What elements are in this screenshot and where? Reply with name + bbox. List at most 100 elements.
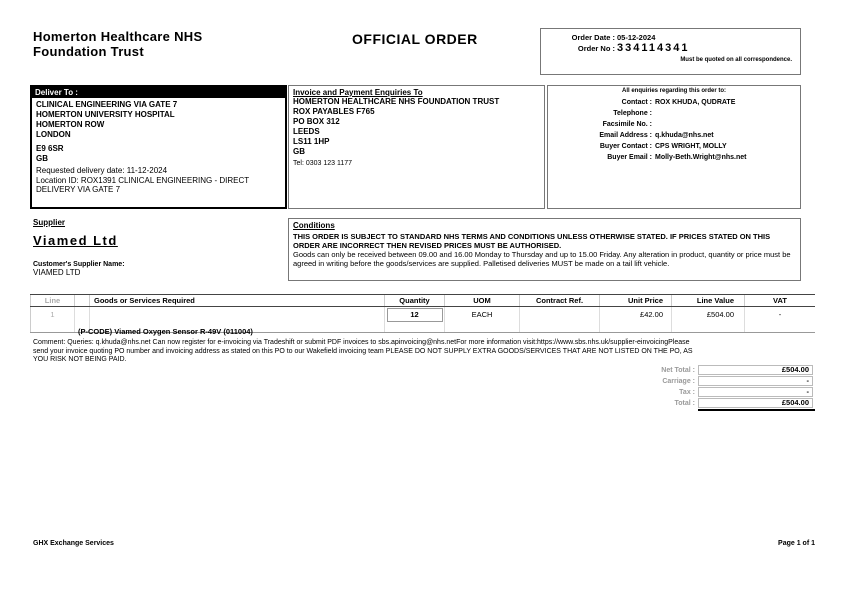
col-header-line: Line bbox=[30, 295, 75, 306]
col-header-unit-price: Unit Price bbox=[600, 295, 672, 306]
enquiry-value: ROX KHUDA, QUDRATE bbox=[655, 99, 736, 106]
order-date-label: Order Date : bbox=[571, 33, 615, 42]
total-row-grand: Total : £504.00 bbox=[600, 398, 815, 408]
invoice-address-line: ROX PAYABLES F765 bbox=[293, 107, 375, 116]
enquiry-label: Email Address : bbox=[599, 132, 652, 139]
col-header-line-value: Line Value bbox=[672, 295, 745, 306]
trust-name: Homerton Healthcare NHS Foundation Trust bbox=[33, 29, 203, 59]
grand-total-value: £504.00 bbox=[698, 398, 813, 408]
deliver-to-box: Deliver To : CLINICAL ENGINEERING VIA GA… bbox=[30, 85, 287, 209]
tax-value: - bbox=[698, 387, 813, 397]
supplier-name: Viamed Ltd bbox=[33, 233, 118, 248]
cell-quantity: 12 bbox=[385, 307, 445, 332]
tax-label: Tax : bbox=[679, 388, 695, 396]
col-header-vat: VAT bbox=[773, 296, 787, 305]
order-no-value: 334114341 bbox=[617, 42, 690, 54]
quantity-box: 12 bbox=[386, 308, 443, 322]
order-items-table: Line Goods or Services Required Quantity… bbox=[30, 294, 815, 336]
enquiry-row: Telephone : bbox=[552, 108, 796, 119]
item-description: (P-CODE) Viamed Oxygen Sensor R-49V (011… bbox=[78, 327, 253, 336]
order-quote-note: Must be quoted on all correspondence. bbox=[680, 57, 792, 63]
enquiry-value bbox=[655, 119, 796, 130]
enquiry-row: Email Address : q.khuda@nhs.net bbox=[552, 130, 796, 141]
col-header-uom: UOM bbox=[445, 295, 520, 306]
order-no-row: Order No : 334114341 bbox=[541, 42, 800, 54]
comment-text: Comment: Queries: q.khuda@nhs.net Can no… bbox=[33, 339, 693, 363]
invoice-address-line: LEEDS bbox=[293, 127, 320, 136]
col-header-contract-ref: Contract Ref. bbox=[520, 295, 600, 306]
cell-spacer bbox=[75, 307, 90, 332]
cell-goods bbox=[90, 307, 385, 332]
enquiry-row: Contact : ROX KHUDA, QUDRATE bbox=[552, 97, 796, 108]
order-date-row: Order Date : 05-12-2024 bbox=[541, 33, 800, 42]
net-total-label: Net Total : bbox=[661, 366, 695, 374]
order-no-label: Order No : bbox=[577, 44, 615, 53]
enquiry-value: Molly-Beth.Wright@nhs.net bbox=[655, 154, 747, 161]
grand-total-underline bbox=[698, 409, 815, 411]
col-header-quantity: Quantity bbox=[385, 295, 445, 306]
carriage-label: Carriage : bbox=[662, 377, 695, 385]
cell-vat: - bbox=[778, 310, 782, 319]
invoice-address-line: PO BOX 312 bbox=[293, 117, 340, 126]
enquiries-box: All enquiries regarding this order to: C… bbox=[547, 85, 801, 209]
totals-section: Net Total : £504.00 Carriage : - Tax : -… bbox=[600, 365, 815, 411]
enquiry-row: Buyer Contact : CPS WRIGHT, MOLLY bbox=[552, 141, 796, 152]
conditions-paragraph-1: THIS ORDER IS SUBJECT TO STANDARD NHS TE… bbox=[293, 232, 771, 250]
deliver-to-content: CLINICAL ENGINEERING VIA GATE 7 HOMERTON… bbox=[32, 98, 285, 196]
location-id: Location ID: ROX1391 CLINICAL ENGINEERIN… bbox=[36, 176, 249, 194]
deliver-address-line: HOMERTON UNIVERSITY HOSPITAL bbox=[36, 110, 175, 119]
invoice-enquiries-title: Invoice and Payment Enquiries To bbox=[293, 88, 423, 97]
invoice-address-line: GB bbox=[293, 147, 305, 156]
enquiry-label: Facsimile No. : bbox=[602, 121, 652, 128]
invoice-enquiries-box: Invoice and Payment Enquiries To HOMERTO… bbox=[288, 85, 545, 209]
enquiries-heading: All enquiries regarding this order to: bbox=[621, 88, 726, 94]
enquiry-label: Contact : bbox=[621, 99, 652, 106]
order-info-box: Order Date : 05-12-2024 Order No : 33411… bbox=[540, 28, 801, 75]
cell-line-number: 1 bbox=[30, 307, 75, 332]
invoice-address-line: HOMERTON HEALTHCARE NHS FOUNDATION TRUST bbox=[293, 97, 500, 106]
enquiry-value bbox=[655, 108, 796, 119]
total-row-tax: Tax : - bbox=[600, 387, 815, 397]
requested-delivery-date: Requested delivery date: 11-12-2024 bbox=[36, 166, 168, 175]
enquiry-label: Buyer Email : bbox=[607, 154, 652, 161]
cell-uom: EACH bbox=[445, 307, 520, 332]
conditions-title: Conditions bbox=[293, 221, 335, 230]
supplier-label: Supplier bbox=[33, 218, 66, 227]
total-row-carriage: Carriage : - bbox=[600, 376, 815, 386]
conditions-box: Conditions THIS ORDER IS SUBJECT TO STAN… bbox=[288, 218, 801, 281]
deliver-address-line: HOMERTON ROW bbox=[36, 120, 105, 129]
cell-line-value: £504.00 bbox=[672, 307, 745, 332]
enquiry-value: q.khuda@nhs.net bbox=[655, 132, 714, 139]
deliver-to-header: Deliver To : bbox=[32, 87, 285, 98]
col-header-goods: Goods or Services Required bbox=[90, 295, 385, 306]
col-header-spacer bbox=[75, 295, 90, 306]
cell-unit-price: £42.00 bbox=[600, 307, 672, 332]
enquiry-label: Buyer Contact : bbox=[599, 143, 652, 150]
customer-supplier-name: VIAMED LTD bbox=[33, 268, 81, 277]
supplier-section: Supplier Viamed Ltd Customer's Supplier … bbox=[33, 218, 283, 277]
table-header-row: Line Goods or Services Required Quantity… bbox=[30, 294, 815, 307]
table-row: 1 12 EACH £42.00 £504.00 - (P-CODE) Viam… bbox=[30, 307, 815, 336]
page-title: OFFICIAL ORDER bbox=[352, 31, 478, 47]
footer-service-name: GHX Exchange Services bbox=[33, 540, 114, 547]
enquiry-row: Buyer Email : Molly-Beth.Wright@nhs.net bbox=[552, 152, 796, 163]
net-total-value: £504.00 bbox=[698, 365, 813, 375]
customer-supplier-label: Customer's Supplier Name: bbox=[33, 261, 125, 268]
total-row-net: Net Total : £504.00 bbox=[600, 365, 815, 375]
enquiry-value: CPS WRIGHT, MOLLY bbox=[655, 143, 727, 150]
conditions-paragraph-2: Goods can only be received between 09.00… bbox=[293, 250, 791, 268]
cell-contract-ref bbox=[520, 307, 600, 332]
invoice-telephone: Tel: 0303 123 1177 bbox=[293, 160, 353, 167]
carriage-value: - bbox=[698, 376, 813, 386]
invoice-address-line: LS11 1HP bbox=[293, 137, 330, 146]
enquiry-label: Telephone : bbox=[613, 110, 652, 117]
order-date-value: 05-12-2024 bbox=[617, 33, 656, 42]
deliver-country: GB bbox=[36, 154, 48, 163]
deliver-address-line: CLINICAL ENGINEERING VIA GATE 7 bbox=[36, 100, 178, 109]
deliver-address-line: LONDON bbox=[36, 130, 71, 139]
deliver-postcode: E9 6SR bbox=[36, 144, 64, 153]
footer-page-number: Page 1 of 1 bbox=[778, 540, 815, 547]
grand-total-label: Total : bbox=[674, 399, 695, 407]
enquiry-row: Facsimile No. : bbox=[552, 119, 796, 130]
